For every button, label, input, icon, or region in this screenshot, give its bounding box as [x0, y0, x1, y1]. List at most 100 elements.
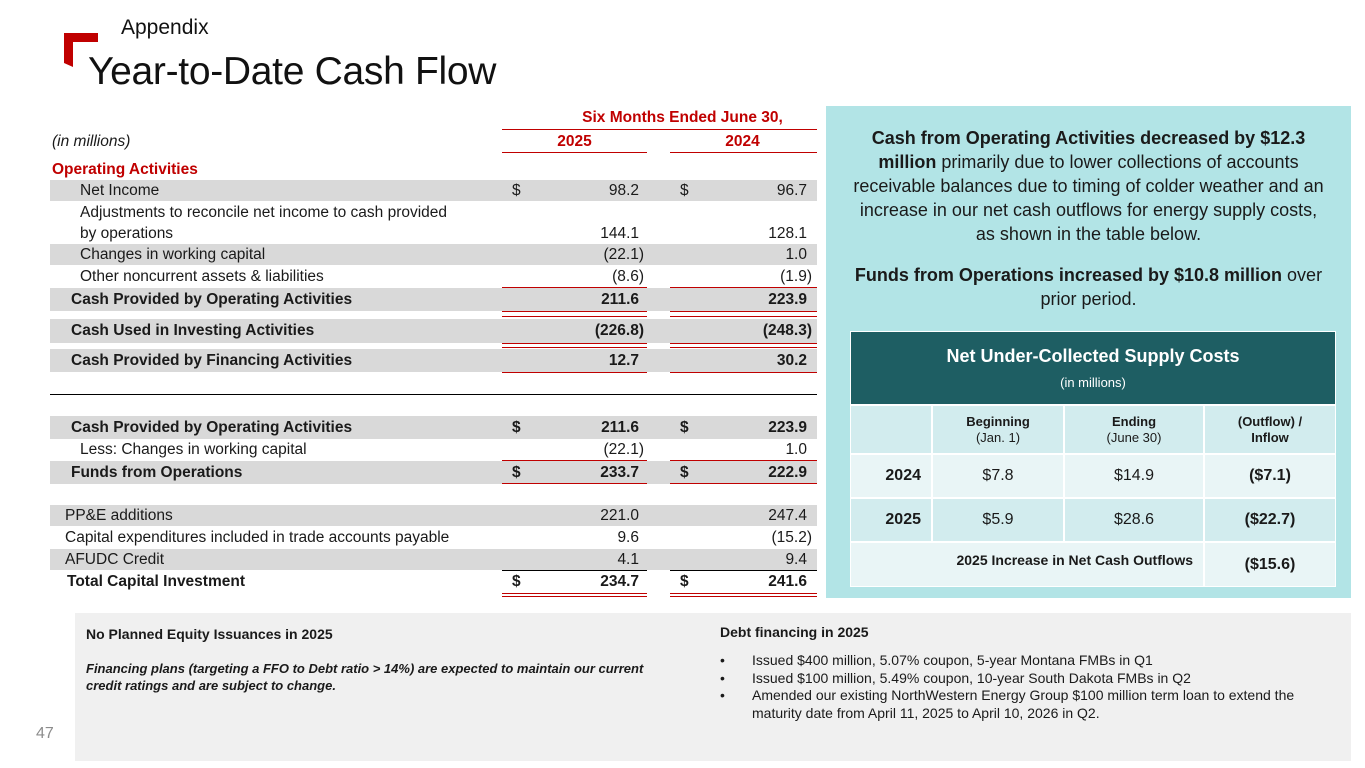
value-2025: 211.6: [601, 419, 639, 436]
subtotal-rule: [502, 287, 647, 288]
table-row: Total Capital Investment $ $ 234.7 241.6: [50, 571, 817, 593]
flow-cell: ($22.7): [1205, 499, 1335, 541]
subtotal-rule: [670, 347, 817, 348]
row-label: Cash Provided by Financing Activities: [71, 352, 353, 369]
subtotal-rule: [502, 570, 647, 571]
ffo-commentary-highlight: Funds from Operations increased by $10.8…: [854, 265, 1283, 285]
currency-symbol: $: [512, 464, 521, 481]
col-2024-rule: [670, 152, 817, 153]
page-number: 47: [36, 725, 54, 742]
row-label: Total Capital Investment: [67, 573, 245, 590]
table-row: Other noncurrent assets & liabilities (8…: [50, 266, 817, 287]
year-cell: 2025: [851, 499, 931, 541]
units-label: (in millions): [52, 133, 131, 150]
column-flow-sub: Inflow: [1251, 429, 1289, 445]
value-2024: 223.9: [768, 419, 807, 436]
currency-symbol: $: [680, 464, 689, 481]
table-row: Funds from Operations $ $ 233.7 222.9: [50, 461, 817, 484]
beginning-cell: $7.8: [933, 455, 1063, 497]
value-2024: 247.4: [768, 507, 807, 524]
total-rule: [502, 311, 647, 312]
year-cell: 2024: [851, 455, 931, 497]
equity-heading: No Planned Equity Issuances in 2025: [86, 626, 333, 642]
currency-symbol: $: [512, 182, 521, 199]
supply-costs-title: Net Under-Collected Supply Costs: [946, 346, 1240, 366]
table-row: PP&E additions 221.0 247.4: [50, 505, 817, 526]
ffo-commentary-text: over prior period.: [1040, 265, 1323, 309]
row-label: AFUDC Credit: [65, 551, 165, 568]
table-row: Less: Changes in working capital (22.1) …: [50, 439, 817, 460]
supply-costs-table: Net Under-Collected Supply Costs (in mil…: [850, 331, 1336, 587]
column-beginning: Beginning (Jan. 1): [933, 406, 1063, 453]
operating-heading-row: Operating Activities: [50, 161, 817, 179]
value-2024: 30.2: [776, 352, 807, 369]
table-row: Cash Used in Investing Activities (226.8…: [50, 319, 817, 343]
company-logo-icon: [64, 33, 98, 67]
double-rule: [670, 596, 817, 597]
value-2024: 1.0: [785, 246, 807, 263]
ffo-commentary: Funds from Operations increased by $10.8…: [848, 263, 1329, 311]
column-ending: Ending (June 30): [1065, 406, 1203, 453]
value-2024: 9.4: [785, 551, 807, 568]
total-rule: [670, 311, 817, 312]
subtotal-rule: [670, 287, 817, 288]
section-divider: [50, 394, 817, 395]
column-beginning-label: Beginning: [966, 413, 1030, 429]
column-ending-sub: (June 30): [1106, 429, 1162, 445]
table-row: Cash Provided by Financing Activities 12…: [50, 349, 817, 372]
row-label: Cash Provided by Operating Activities: [71, 291, 353, 308]
debt-heading: Debt financing in 2025: [720, 624, 869, 640]
period-header-rule: [502, 129, 817, 130]
table-row: Adjustments to reconcile net income to c…: [50, 202, 817, 244]
subtotal-rule: [670, 570, 817, 571]
flow-cell: ($7.1): [1205, 455, 1335, 497]
value-2024: 128.1: [768, 225, 807, 242]
page-title: Year-to-Date Cash Flow: [88, 50, 497, 93]
value-2025: (22.1): [603, 246, 645, 263]
currency-symbol: $: [512, 573, 521, 590]
value-2025: 12.7: [608, 352, 639, 369]
debt-list: Issued $400 million, 5.07% coupon, 5-yea…: [720, 652, 1340, 722]
row-label: Adjustments to reconcile net income to c…: [80, 204, 448, 221]
subtotal-rule: [670, 316, 817, 317]
list-item: Issued $100 million, 5.49% coupon, 10-ye…: [720, 670, 1340, 688]
list-item: Issued $400 million, 5.07% coupon, 5-yea…: [720, 652, 1340, 670]
ending-cell: $28.6: [1065, 499, 1203, 541]
row-label: PP&E additions: [65, 507, 173, 524]
operating-heading: Operating Activities: [52, 161, 198, 178]
value-2024: (1.9): [780, 268, 812, 285]
value-2024: (248.3): [762, 322, 812, 339]
value-2025: 221.0: [600, 507, 639, 524]
cash-flow-table: Six Months Ended June 30, (in millions) …: [50, 106, 818, 598]
column-ending-label: Ending: [1111, 413, 1157, 429]
operating-commentary-highlight: Cash from Operating Activities decreased…: [871, 128, 1306, 172]
double-rule: [502, 596, 647, 597]
value-2025: 234.7: [600, 573, 639, 590]
row-label: Cash Used in Investing Activities: [71, 322, 315, 339]
total-rule: [670, 372, 817, 373]
value-2024: 1.0: [785, 441, 807, 458]
row-label: Other noncurrent assets & liabilities: [80, 268, 324, 285]
column-flow: (Outflow) / Inflow: [1205, 406, 1335, 453]
commentary-panel: Cash from Operating Activities decreased…: [826, 106, 1351, 598]
net-increase-value: ($15.6): [1205, 543, 1335, 586]
total-rule: [502, 483, 647, 484]
section-label: Appendix: [121, 16, 209, 39]
operating-commentary: Cash from Operating Activities decreased…: [848, 126, 1329, 246]
value-2024: (15.2): [771, 529, 813, 546]
value-2025: (22.1): [603, 441, 645, 458]
value-2025: (8.6): [612, 268, 644, 285]
total-rule: [670, 343, 817, 344]
currency-symbol: $: [680, 573, 689, 590]
table-row: Net Income $ $ 98.2 96.7: [50, 180, 817, 201]
currency-symbol: $: [680, 419, 689, 436]
net-increase-label: 2025 Increase in Net Cash Outflows: [851, 543, 1203, 586]
ending-cell: $14.9: [1065, 455, 1203, 497]
supply-costs-subtitle: (in millions): [1060, 375, 1126, 390]
column-2024: 2024: [725, 133, 760, 150]
table-row: Changes in working capital (22.1) 1.0: [50, 244, 817, 265]
subtotal-rule: [502, 460, 647, 461]
column-beginning-sub: (Jan. 1): [975, 429, 1021, 445]
total-rule: [502, 343, 647, 344]
value-2025: 4.1: [617, 551, 639, 568]
